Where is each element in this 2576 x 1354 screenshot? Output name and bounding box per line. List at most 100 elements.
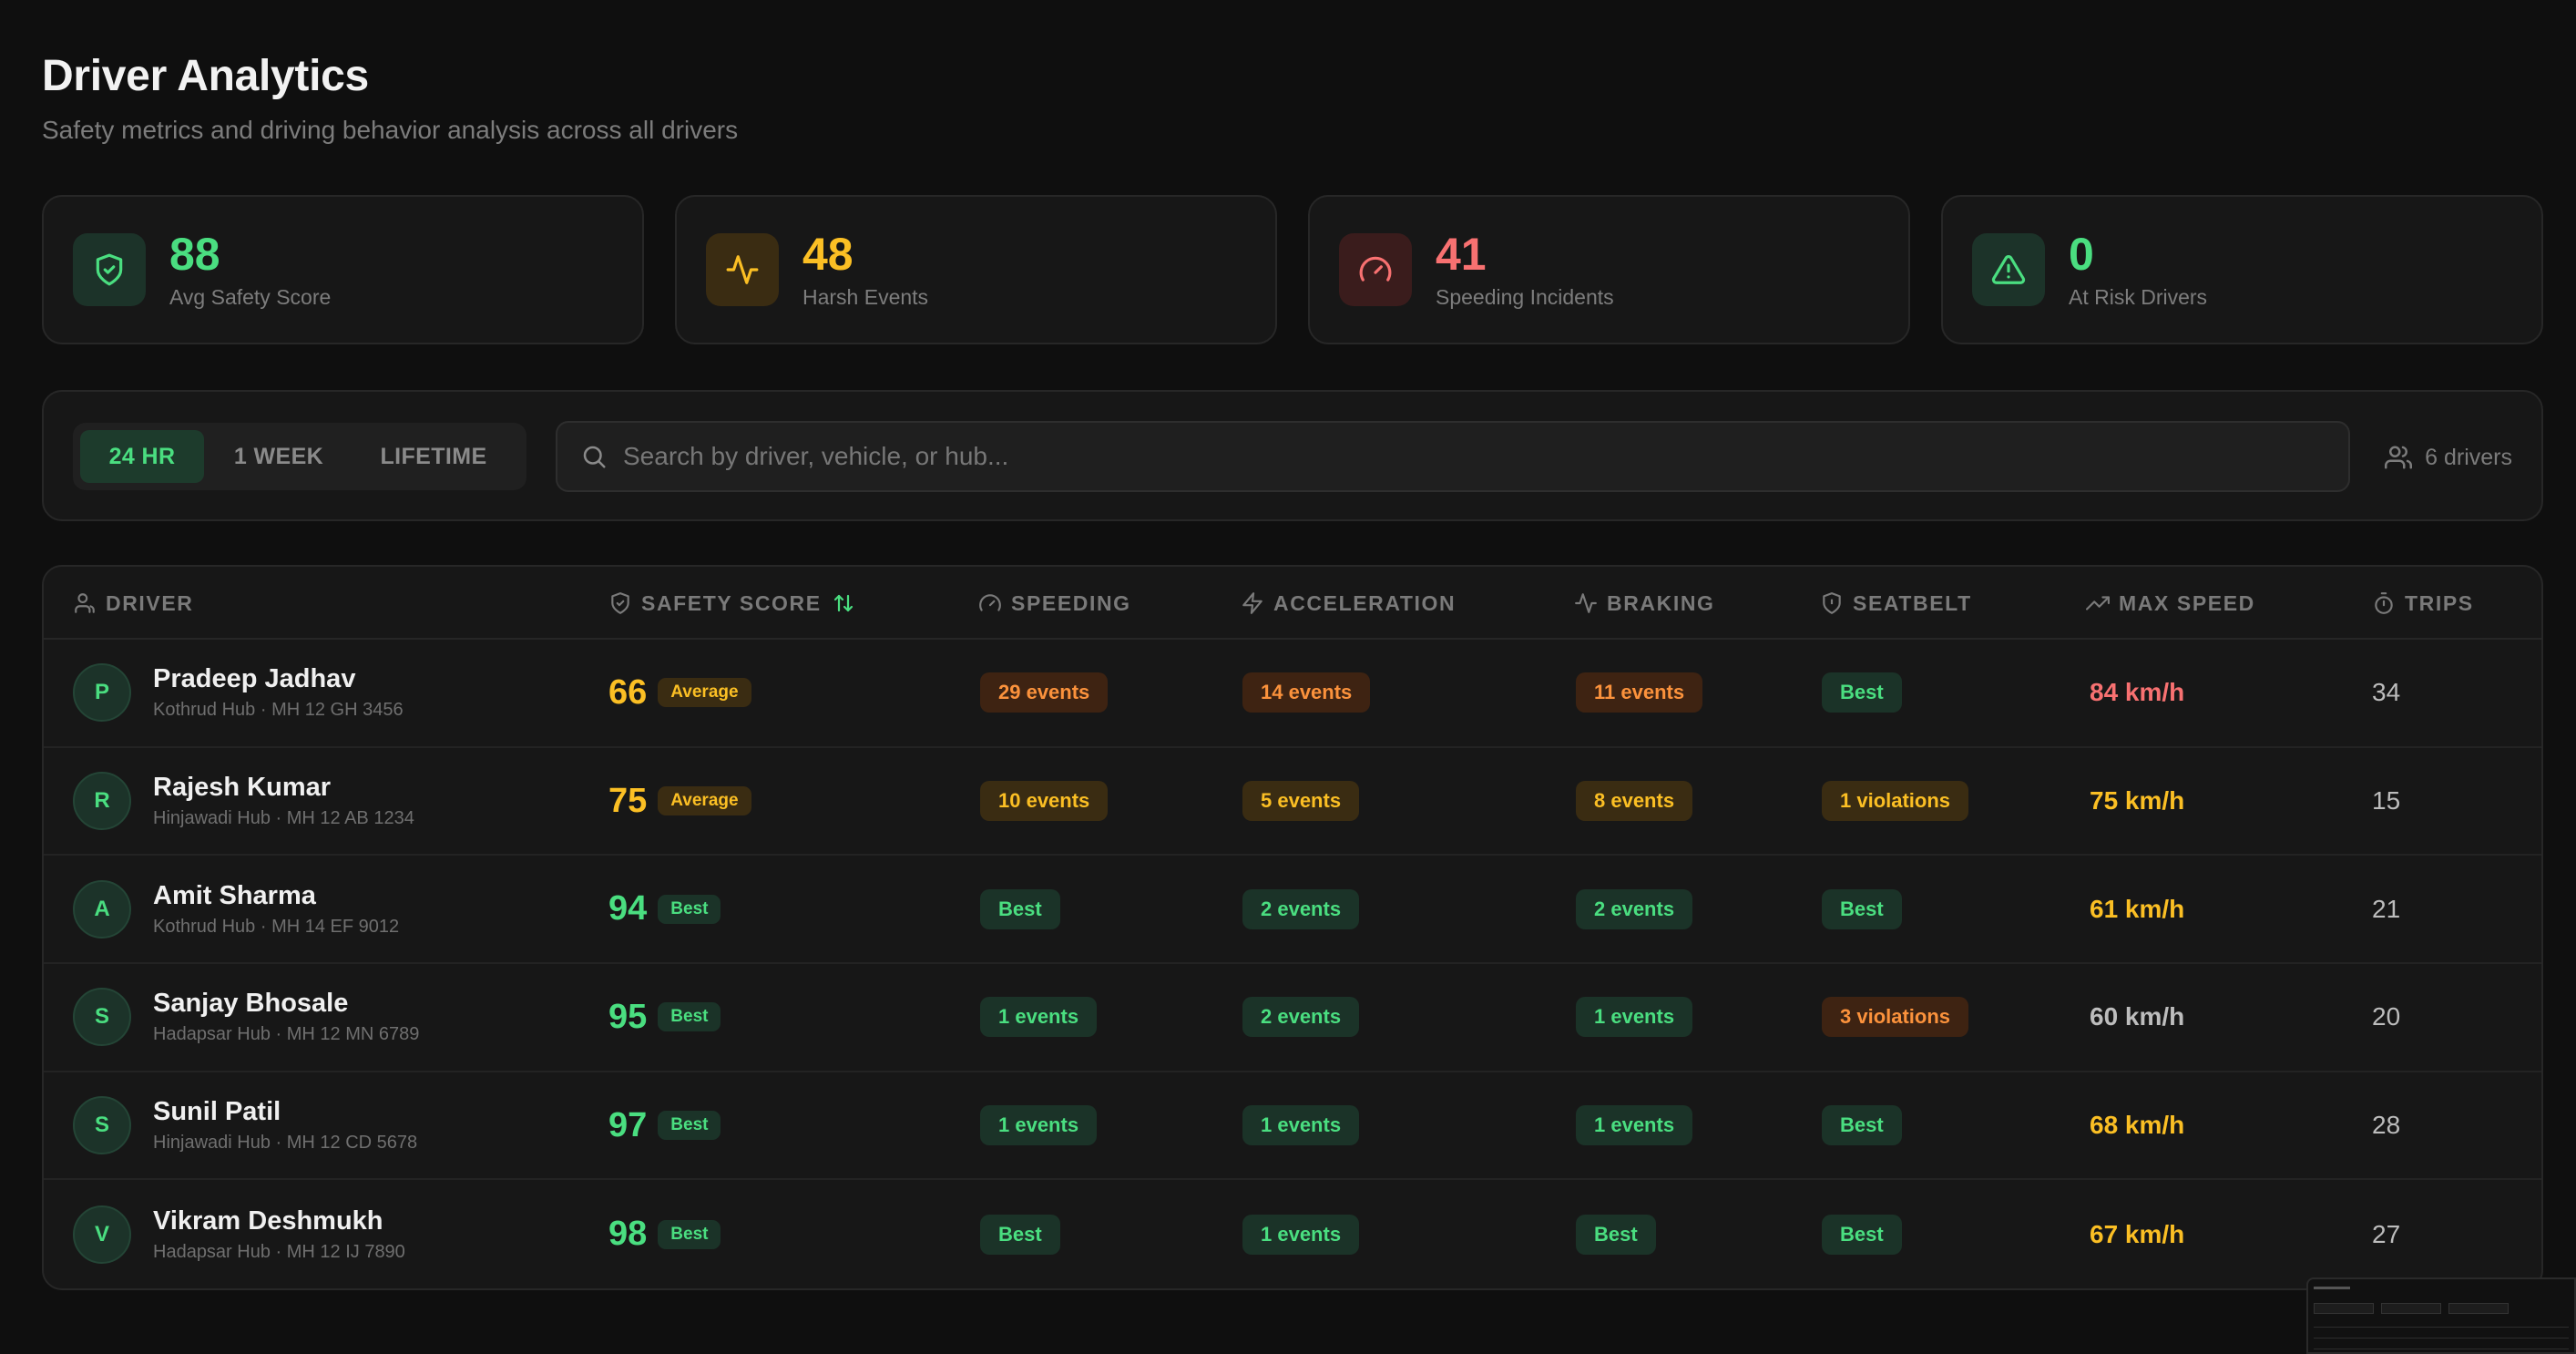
column-header-driver[interactable]: DRIVER	[73, 567, 194, 640]
stat-value: 48	[802, 228, 854, 280]
seatbelt-cell: Best	[1822, 1072, 1902, 1179]
acceleration-cell: 2 events	[1242, 856, 1360, 962]
braking-cell: 1 events	[1576, 964, 1693, 1071]
column-label: TRIPS	[2405, 590, 2474, 615]
stat-card-harsh-events: 48 Harsh Events	[675, 195, 1277, 344]
acceleration-cell: 2 events	[1242, 964, 1360, 1071]
column-header-trips[interactable]: TRIPS	[2372, 567, 2474, 640]
acceleration-cell: 1 events	[1242, 1072, 1360, 1179]
safety-score-cell: 75 Average	[608, 748, 751, 855]
acceleration-cell: 5 events	[1242, 748, 1360, 855]
safety-score-badge: Best	[658, 894, 721, 924]
speeding-cell: Best	[980, 1180, 1060, 1288]
seatbelt-pill: Best	[1822, 1105, 1902, 1146]
gauge-icon	[979, 594, 1001, 611]
max-speed-cell: 67 km/h	[2090, 1180, 2184, 1288]
braking-cell: Best	[1576, 1180, 1656, 1288]
shield-check-icon	[73, 233, 146, 306]
driver-meta: Hinjawadi Hub · MH 12 CD 5678	[153, 1133, 418, 1154]
safety-score-value: 98	[608, 1215, 648, 1254]
max-speed-value: 61 km/h	[2090, 894, 2185, 923]
speeding-pill: Best	[980, 1214, 1060, 1255]
trips-cell: 34	[2372, 640, 2400, 746]
driver-name[interactable]: Pradeep Jadhav	[153, 664, 356, 694]
search-box[interactable]	[556, 421, 2350, 492]
tab-lifetime[interactable]: LIFETIME	[380, 443, 487, 469]
table-row[interactable]: S Sunil Patil Hinjawadi Hub · MH 12 CD 567…	[44, 1072, 2541, 1181]
driver-name[interactable]: Amit Sharma	[153, 880, 316, 910]
column-header-safety-score[interactable]: SAFETY SCORE	[608, 567, 864, 640]
braking-pill: 11 events	[1576, 672, 1703, 713]
max-speed-value: 68 km/h	[2090, 1111, 2185, 1140]
trips-cell: 27	[2372, 1180, 2400, 1288]
driver-name[interactable]: Rajesh Kumar	[153, 773, 332, 803]
trips-value: 28	[2372, 1111, 2401, 1140]
speeding-pill: 29 events	[980, 672, 1109, 713]
preview-thumbnail[interactable]	[2306, 1277, 2576, 1354]
avatar: A	[73, 879, 131, 939]
avatar: V	[73, 1205, 131, 1264]
filter-bar: 24 HR 1 WEEK LIFETIME 6 drivers	[42, 390, 2543, 521]
trips-cell: 20	[2372, 964, 2400, 1071]
tab-24hr[interactable]: 24 HR	[80, 430, 204, 483]
seatbelt-cell: Best	[1822, 1180, 1902, 1288]
table-row[interactable]: R Rajesh Kumar Hinjawadi Hub · MH 12 AB 12…	[44, 748, 2541, 857]
speeding-cell: 1 events	[980, 964, 1098, 1071]
speeding-cell: 10 events	[980, 748, 1109, 855]
safety-score-cell: 95 Best	[608, 964, 721, 1071]
speeding-pill: 1 events	[980, 997, 1098, 1038]
zap-icon	[1242, 592, 1262, 614]
trending-up-icon	[2086, 596, 2110, 610]
table-row[interactable]: A Amit Sharma Kothrud Hub · MH 14 EF 9012 9…	[44, 856, 2541, 965]
trips-value: 34	[2372, 678, 2401, 707]
gauge-icon	[1339, 233, 1412, 306]
avatar: R	[73, 772, 131, 831]
column-label: SPEEDING	[1011, 590, 1131, 615]
acceleration-pill: 2 events	[1242, 997, 1360, 1038]
seatbelt-cell: Best	[1822, 640, 1902, 746]
safety-score-value: 95	[608, 997, 648, 1036]
seatbelt-pill: 1 violations	[1822, 781, 1969, 822]
table-row[interactable]: V Vikram Deshmukh Hadapsar Hub · MH 12 IJ …	[44, 1180, 2541, 1288]
activity-icon	[1575, 593, 1597, 613]
column-header-speeding[interactable]: SPEEDING	[978, 567, 1131, 640]
column-header-max-speed[interactable]: MAX SPEED	[2086, 567, 2255, 640]
column-header-seatbelt[interactable]: SEATBELT	[1820, 567, 1972, 640]
column-header-acceleration[interactable]: ACCELERATION	[1241, 567, 1456, 640]
acceleration-cell: 1 events	[1242, 1180, 1360, 1288]
sort-arrows-icon[interactable]	[833, 592, 854, 614]
driver-cell: S Sanjay Bhosale Hadapsar Hub · MH 12 MN 6…	[73, 964, 419, 1071]
driver-name[interactable]: Vikram Deshmukh	[153, 1205, 383, 1236]
stats-row: 88 Avg Safety Score 48 Harsh Events 41 S…	[42, 195, 2543, 344]
search-input[interactable]	[623, 442, 2348, 471]
trips-cell: 28	[2372, 1072, 2400, 1179]
speeding-pill: 1 events	[980, 1105, 1098, 1146]
driver-name[interactable]: Sanjay Bhosale	[153, 989, 349, 1019]
stat-label: At Risk Drivers	[2069, 284, 2208, 309]
timer-icon	[2375, 592, 2393, 614]
tab-1week[interactable]: 1 WEEK	[233, 443, 324, 469]
braking-cell: 8 events	[1576, 748, 1693, 855]
seatbelt-pill: Best	[1822, 672, 1902, 713]
driver-count: 6 drivers	[2385, 392, 2512, 523]
max-speed-value: 84 km/h	[2090, 678, 2185, 707]
column-header-braking[interactable]: BRAKING	[1574, 567, 1715, 640]
table-row[interactable]: P Pradeep Jadhav Kothrud Hub · MH 12 GH 34…	[44, 640, 2541, 748]
braking-cell: 11 events	[1576, 640, 1703, 746]
braking-pill: 1 events	[1576, 1105, 1693, 1146]
trips-cell: 15	[2372, 748, 2400, 855]
trips-value: 20	[2372, 1002, 2401, 1031]
braking-pill: 8 events	[1576, 781, 1693, 822]
column-label: MAX SPEED	[2119, 590, 2255, 615]
table-row[interactable]: S Sanjay Bhosale Hadapsar Hub · MH 12 MN 6…	[44, 964, 2541, 1072]
driver-name[interactable]: Sunil Patil	[153, 1097, 281, 1127]
stat-value: 41	[1436, 228, 1487, 280]
speeding-cell: 1 events	[980, 1072, 1098, 1179]
safety-score-badge: Best	[658, 1002, 721, 1032]
driver-meta: Hadapsar Hub · MH 12 IJ 7890	[153, 1241, 405, 1262]
acceleration-pill: 2 events	[1242, 888, 1360, 929]
activity-icon	[706, 233, 779, 306]
safety-score-value: 75	[608, 781, 648, 820]
safety-score-cell: 66 Average	[608, 640, 751, 746]
stat-label: Avg Safety Score	[169, 284, 332, 309]
